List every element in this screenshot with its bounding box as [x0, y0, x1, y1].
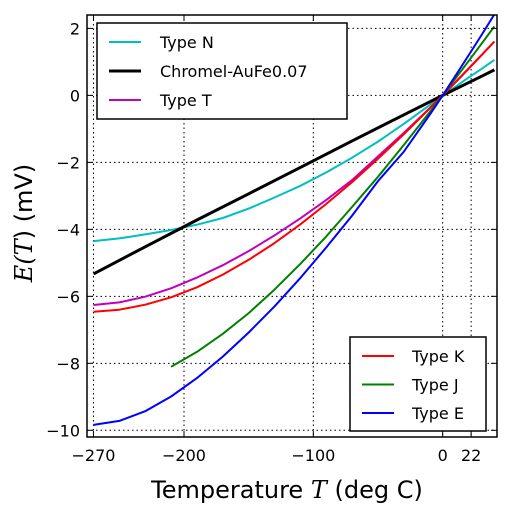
x-tick-label: −100: [291, 446, 335, 465]
y-axis-label: E(T) (mV): [10, 164, 38, 283]
x-axis-label: Temperature T (deg C): [150, 476, 423, 504]
y-tick-label: −2: [56, 153, 80, 172]
y-tick-label: 2: [70, 19, 80, 38]
legend-top-left: Type N Chromel-AuFe0.07 Type T: [96, 22, 348, 120]
legend-label-type-e: Type E: [411, 404, 464, 423]
series-line-chromel-aufe0-07: [92, 68, 496, 276]
legend-label-type-n: Type N: [159, 33, 214, 52]
x-tick-label: 0: [438, 446, 448, 465]
legend-label-type-k: Type K: [411, 347, 465, 366]
series-line-type-j: [170, 25, 496, 368]
y-tick-label: −4: [56, 220, 80, 239]
series-line-type-e: [93, 15, 496, 426]
y-axis-label-math: T: [10, 237, 38, 255]
y-tick-label: −8: [56, 354, 80, 373]
legends: Type N Chromel-AuFe0.07 Type T Type K Type J…: [96, 22, 487, 432]
x-tick-label: 22: [461, 446, 481, 465]
y-tick-label: −6: [56, 287, 80, 306]
legend-bottom-right: Type K Type J Type E: [349, 336, 487, 432]
legend-label-chromel-aufe0-07: Chromel-AuFe0.07: [160, 62, 308, 81]
x-axis-label-prefix: Temperature: [150, 476, 311, 504]
x-axis-label-suffix: (deg C): [327, 476, 423, 504]
x-tick-label: −200: [162, 446, 206, 465]
legend-label-type-j: Type J: [411, 376, 459, 395]
y-tick-label: −10: [46, 421, 80, 440]
plot-area-frame: [86, 14, 498, 438]
y-tick-label: 0: [70, 86, 80, 105]
y-axis-label-suffix: ) (mV): [10, 164, 38, 240]
series-lines: [92, 15, 496, 426]
series-line-type-n: [93, 59, 495, 243]
legend-label-type-t: Type T: [159, 91, 212, 110]
y-axis-label-prefix: E(: [10, 255, 38, 284]
series-line-type-k: [93, 40, 496, 313]
x-axis-label-math: T: [311, 476, 329, 504]
x-tick-label: −270: [71, 446, 115, 465]
